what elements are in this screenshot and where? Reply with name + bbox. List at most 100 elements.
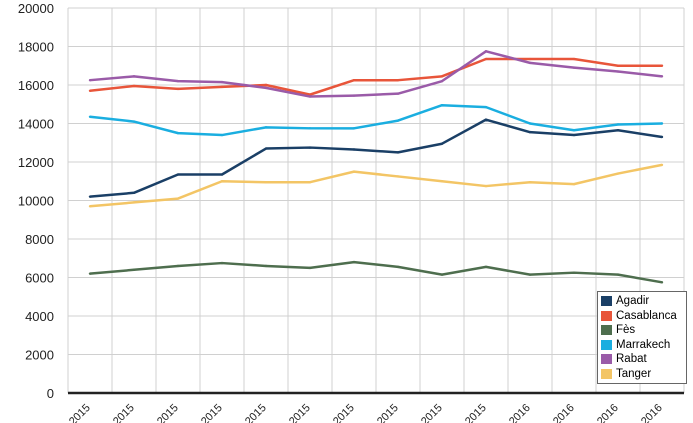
data-point: [352, 260, 356, 264]
series-line-casablanca: [89, 57, 662, 96]
data-point: [396, 265, 400, 269]
data-point: [352, 148, 356, 151]
y-tick-label: 6000: [25, 271, 54, 286]
data-point: [132, 75, 136, 78]
y-tick-label: 18000: [18, 40, 54, 55]
legend-item: Rabat: [601, 352, 683, 367]
x-tick-label: 2015: [419, 402, 445, 423]
data-point: [176, 173, 180, 176]
y-tick-label: 16000: [18, 78, 54, 93]
data-point: [572, 182, 576, 186]
data-point: [616, 129, 620, 132]
legend-item: Tanger: [601, 367, 683, 382]
data-point: [308, 266, 312, 270]
data-point: [220, 180, 224, 183]
legend: Agadir Casablanca Fès Marrakech Rabat Tanger: [597, 291, 687, 384]
x-tick-label: 2016: [551, 402, 577, 423]
data-point: [572, 66, 576, 69]
data-point: [220, 261, 224, 265]
data-point: [396, 78, 400, 82]
data-point: [528, 122, 532, 125]
data-point: [396, 175, 400, 178]
data-point: [264, 181, 268, 184]
data-point: [132, 191, 136, 194]
data-point: [440, 273, 444, 276]
data-point: [660, 281, 664, 284]
data-point: [352, 170, 356, 173]
y-tick-label: 0: [47, 386, 54, 401]
data-point: [132, 268, 136, 271]
data-point: [220, 80, 224, 84]
data-point: [132, 84, 136, 88]
x-tick-label: 2015: [287, 402, 313, 423]
x-tick-label: 2016: [639, 402, 665, 423]
legend-label: Fès: [616, 324, 636, 336]
data-point: [88, 78, 92, 82]
data-point: [660, 64, 664, 67]
legend-swatch: [601, 310, 612, 321]
data-point: [352, 127, 356, 130]
data-point: [220, 133, 224, 137]
data-point: [132, 120, 136, 123]
legend-item: Casablanca: [601, 309, 683, 324]
data-point: [484, 265, 488, 269]
data-point: [660, 122, 664, 125]
series-line-agadir: [89, 118, 663, 198]
legend-swatch: [601, 296, 612, 307]
data-point: [528, 181, 532, 184]
data-point: [484, 105, 488, 109]
data-point: [440, 104, 444, 107]
data-point: [484, 118, 488, 121]
y-tick-label: 10000: [18, 194, 54, 209]
data-point: [616, 64, 620, 67]
legend-swatch: [601, 368, 612, 379]
y-tick-label: 12000: [18, 155, 54, 170]
data-point: [616, 273, 620, 276]
data-point: [176, 131, 180, 135]
y-tick-label: 2000: [25, 348, 54, 363]
legend-label: Casablanca: [616, 309, 677, 322]
data-point: [176, 79, 180, 83]
data-point: [484, 50, 488, 53]
data-point: [264, 86, 268, 90]
legend-label: Marrakech: [616, 338, 671, 351]
data-point: [88, 205, 92, 208]
x-tick-label: 2016: [595, 402, 621, 423]
data-point: [572, 129, 576, 132]
data-point: [308, 127, 312, 130]
data-point: [352, 94, 356, 97]
data-point: [308, 95, 312, 98]
data-point: [264, 147, 268, 150]
data-point: [308, 146, 312, 149]
y-tick-label: 4000: [25, 309, 54, 324]
data-point: [176, 197, 180, 200]
data-point: [616, 70, 620, 73]
series-line-marrakech: [89, 103, 663, 137]
data-point: [176, 264, 180, 268]
data-point: [264, 126, 268, 129]
data-point: [528, 273, 532, 276]
data-point: [616, 172, 620, 175]
data-point: [660, 75, 664, 78]
data-point: [176, 87, 180, 91]
legend-item: Agadir: [601, 294, 683, 309]
series-line-fès: [89, 260, 663, 284]
data-point: [220, 173, 224, 176]
data-point: [396, 119, 400, 122]
x-tick-label: 2015: [463, 402, 489, 423]
data-point: [352, 78, 356, 82]
legend-swatch: [601, 325, 612, 336]
x-tick-label: 2015: [331, 402, 357, 423]
x-tick-label: 2015: [111, 402, 137, 423]
legend-label: Tanger: [616, 367, 652, 380]
data-point: [396, 151, 400, 154]
data-point: [440, 142, 444, 145]
data-point: [528, 130, 532, 134]
data-point: [308, 181, 312, 184]
y-tick-label: 8000: [25, 232, 54, 247]
data-point: [264, 83, 268, 87]
data-point: [264, 264, 268, 268]
data-point: [572, 57, 576, 61]
